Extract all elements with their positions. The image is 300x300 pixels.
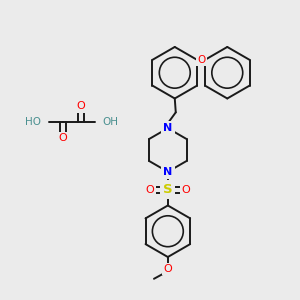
Text: N: N: [163, 167, 172, 177]
Text: HO: HO: [25, 117, 41, 127]
Text: O: O: [58, 133, 67, 143]
Text: N: N: [163, 123, 172, 133]
Text: O: O: [181, 184, 190, 195]
Text: O: O: [164, 264, 172, 274]
Text: O: O: [197, 55, 205, 65]
Text: S: S: [163, 183, 172, 196]
Text: OH: OH: [102, 117, 119, 127]
Text: O: O: [76, 101, 85, 111]
Text: O: O: [146, 184, 154, 195]
